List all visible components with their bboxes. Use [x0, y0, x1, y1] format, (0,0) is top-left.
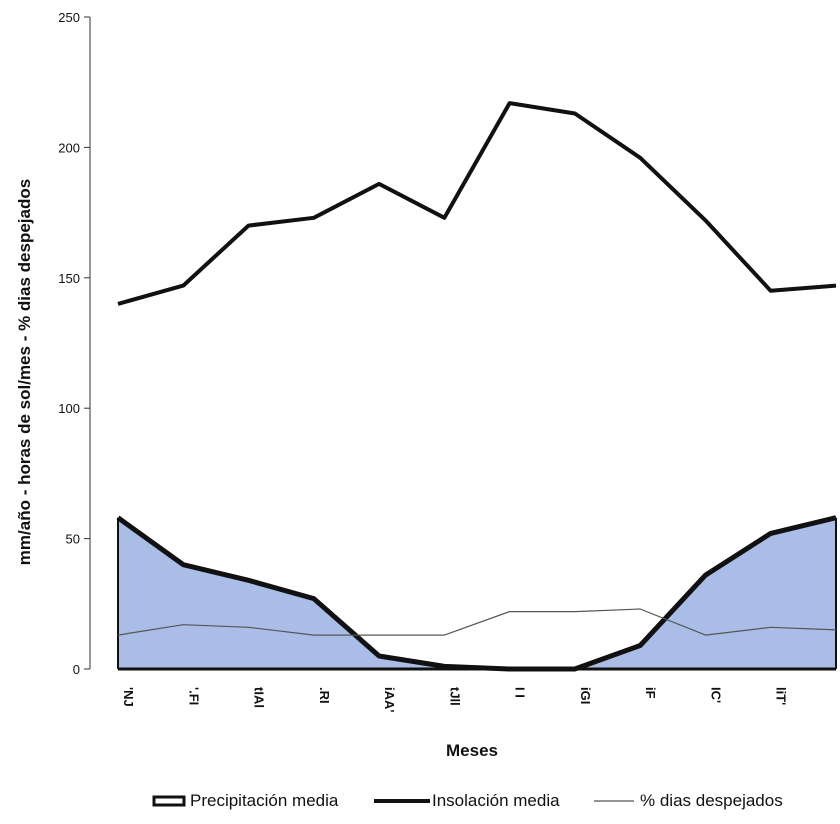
series-line-dias-despejados	[117, 608, 837, 636]
x-tick-label: iAA'	[382, 687, 397, 712]
y-tick-label: 50	[66, 532, 80, 547]
y-tick-label: 100	[58, 401, 80, 416]
y-tick-label: 0	[73, 662, 80, 677]
x-tick-label: tIAl	[252, 687, 267, 708]
x-axis-title: Meses	[446, 741, 498, 760]
x-tick-label: .RI	[317, 687, 332, 704]
y-tick-label: 250	[58, 10, 80, 25]
x-tick-label: I I	[513, 687, 528, 698]
legend-label-dias-despejados: % dias despejados	[640, 791, 783, 810]
x-tick-label: tJll	[447, 687, 462, 706]
x-tick-label: iF	[643, 687, 658, 699]
series-line-insolacion	[117, 101, 837, 306]
legend: Precipitación media Insolación media % dia…	[152, 791, 783, 810]
legend-label-precipitacion: Precipitación media	[190, 791, 339, 810]
plot-area	[116, 101, 837, 672]
x-tick-label: '.FI	[186, 687, 201, 705]
legend-swatch-precipitacion	[152, 795, 186, 807]
axes: 0 50 100 150 200 250 'NJ '.FI tIAl .RI iAA' tJll I I…	[58, 10, 840, 712]
y-tick-label: 200	[58, 140, 80, 155]
x-tick-label: iGI	[578, 687, 593, 704]
x-tick-label: IC'	[708, 687, 723, 703]
x-tick-label: liT'	[774, 687, 789, 705]
y-axis-title: mm/año - horas de sol/mes - % dias despe…	[15, 179, 34, 565]
y-tick-label: 150	[58, 271, 80, 286]
x-tick-label: 'NJ	[121, 687, 136, 707]
series-area-precipitacion	[118, 517, 836, 669]
legend-label-insolacion: Insolación media	[432, 791, 560, 810]
